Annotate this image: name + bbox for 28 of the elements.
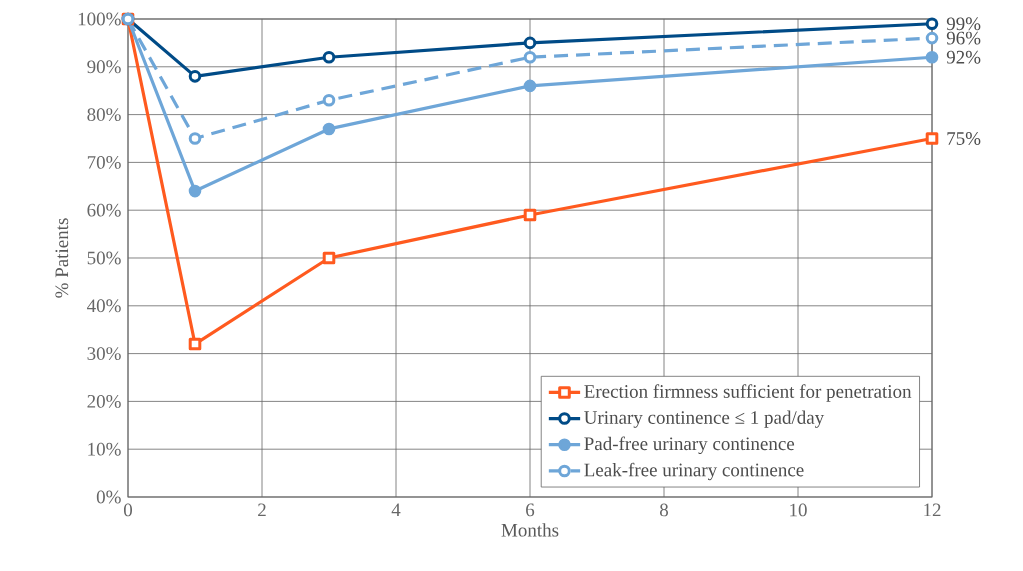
legend-label: Pad-free urinary continence [584, 436, 795, 455]
x-tick-label: 0 [123, 503, 133, 517]
y-tick-label: 0% [96, 490, 121, 504]
y-tick-label: 90% [87, 60, 121, 74]
y-tick-label: 60% [87, 203, 121, 217]
data-label: 75% [947, 132, 981, 145]
y-tick-label: 100% [78, 12, 121, 26]
data-label: 99% [946, 17, 981, 31]
legend-label: Urinary continence ≤ 1 pad/day [584, 410, 825, 428]
x-tick-label: 10 [790, 503, 807, 517]
y-tick-label: 10% [88, 442, 121, 456]
x-tick-label: 12 [924, 503, 941, 517]
y-tick-label: 50% [87, 251, 121, 265]
x-tick-label: 2 [258, 503, 266, 517]
y-tick-label: 30% [87, 347, 121, 361]
legend-label: Erection firmness sufficient for penetration [584, 384, 912, 402]
data-label: 92% [946, 50, 981, 64]
legend-label: Leak-free urinary continence [584, 462, 804, 481]
y-tick-label: 70% [87, 155, 121, 169]
y-tick-label: 80% [87, 108, 121, 122]
data-label: 96% [946, 31, 981, 45]
x-axis-title: Months [501, 523, 559, 537]
y-tick-label: 40% [87, 299, 121, 313]
x-tick-label: 8 [659, 503, 669, 517]
x-tick-label: 6 [526, 503, 535, 517]
y-axis-title: % Patients [55, 218, 69, 298]
x-tick-label: 4 [391, 503, 401, 517]
y-tick-label: 20% [87, 394, 121, 408]
